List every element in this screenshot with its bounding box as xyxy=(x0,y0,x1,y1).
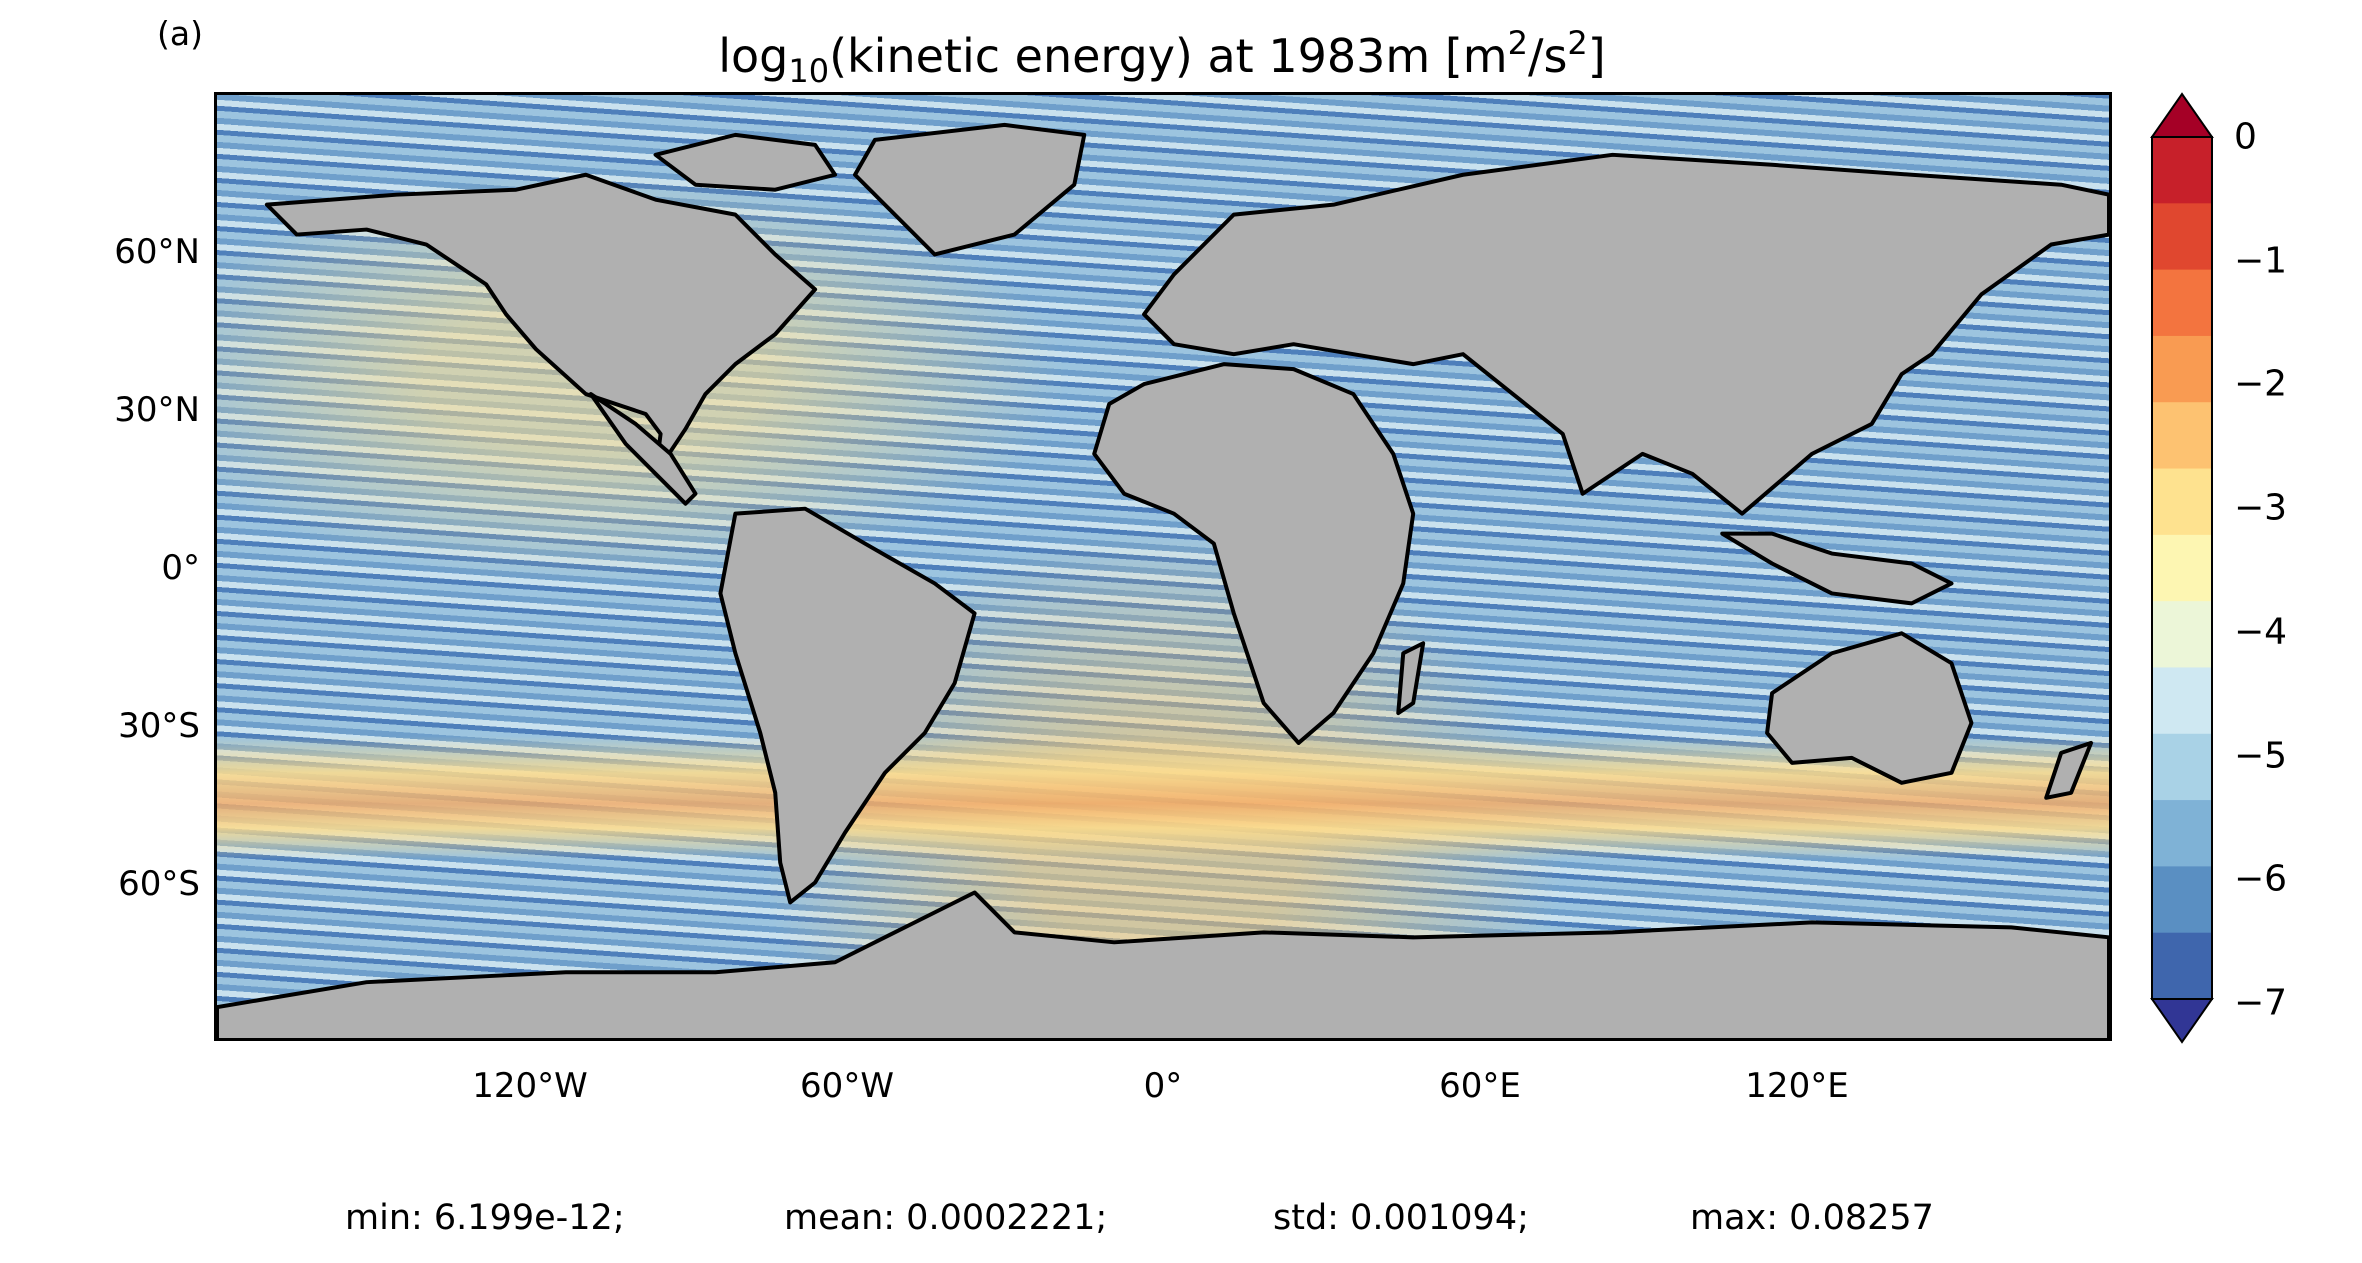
australia-landmass xyxy=(1765,631,1974,785)
colorbar-band xyxy=(2152,932,2212,1000)
madagascar-landmass xyxy=(1396,641,1426,716)
lat-tick-label: 30°N xyxy=(114,390,200,430)
panel-label: (a) xyxy=(157,14,203,53)
central-america-landmass xyxy=(588,392,698,506)
lon-tick-label: 60°W xyxy=(800,1066,894,1106)
colorbar-band xyxy=(2152,667,2212,735)
colorbar-tick-label: −4 xyxy=(2234,611,2288,653)
lon-tick-label: 0° xyxy=(1143,1066,1183,1106)
colorbar-tick-label: 0 xyxy=(2234,116,2257,158)
colorbar-band xyxy=(2152,203,2212,271)
colorbar-tick-label: −2 xyxy=(2234,363,2288,405)
colorbar-band xyxy=(2152,269,2212,337)
map-plot-area xyxy=(214,92,2112,1041)
continents-layer xyxy=(217,122,2109,1038)
colorbar-tick-label: −1 xyxy=(2234,240,2288,282)
new-zealand-landmass xyxy=(2044,740,2094,800)
lon-tick-label: 120°W xyxy=(472,1066,588,1106)
colorbar-outline xyxy=(2151,136,2213,1000)
africa-landmass xyxy=(1092,362,1416,745)
lon-tick-label: 120°E xyxy=(1745,1066,1849,1106)
southeast-asia-islands xyxy=(1720,531,1954,606)
colorbar-band xyxy=(2152,137,2212,204)
colorbar-tick-label: −3 xyxy=(2234,487,2288,529)
stat-max: max: 0.08257 xyxy=(1690,1198,1934,1238)
lat-tick-label: 0° xyxy=(161,548,200,588)
greenland-landmass xyxy=(852,122,1087,257)
stat-mean: mean: 0.0002221; xyxy=(784,1198,1108,1238)
colorbar-band xyxy=(2152,601,2212,668)
colorbar-band xyxy=(2152,800,2212,867)
colorbar-tick-label: −7 xyxy=(2234,982,2288,1024)
stat-min: min: 6.199e-12; xyxy=(345,1198,625,1238)
colorbar-band xyxy=(2152,866,2212,934)
colorbar-band xyxy=(2152,733,2212,801)
north-america-landmass xyxy=(264,172,818,476)
colorbar xyxy=(2150,92,2214,1044)
eurasia-landmass xyxy=(1142,152,2109,516)
lat-tick-label: 60°N xyxy=(114,232,200,272)
colorbar-band xyxy=(2152,335,2212,403)
colorbar-extend-max xyxy=(2150,92,2214,138)
colorbar-tick-label: −6 xyxy=(2234,858,2288,900)
colorbar-band xyxy=(2152,468,2212,536)
colorbar-band xyxy=(2152,534,2212,602)
map-title: log10(kinetic energy) at 1983m [m2/s2] xyxy=(718,24,1606,90)
colorbar-band xyxy=(2152,402,2212,470)
antarctica-landmass xyxy=(217,890,2109,1038)
colorbar-extend-min xyxy=(2150,998,2214,1044)
stat-std: std: 0.001094; xyxy=(1273,1198,1529,1238)
colorbar-tick-label: −5 xyxy=(2234,735,2288,777)
lon-tick-label: 60°E xyxy=(1439,1066,1521,1106)
lat-tick-label: 60°S xyxy=(118,864,200,904)
canadian-islands xyxy=(653,132,838,192)
lat-tick-label: 30°S xyxy=(118,706,200,746)
south-america-landmass xyxy=(718,506,977,905)
